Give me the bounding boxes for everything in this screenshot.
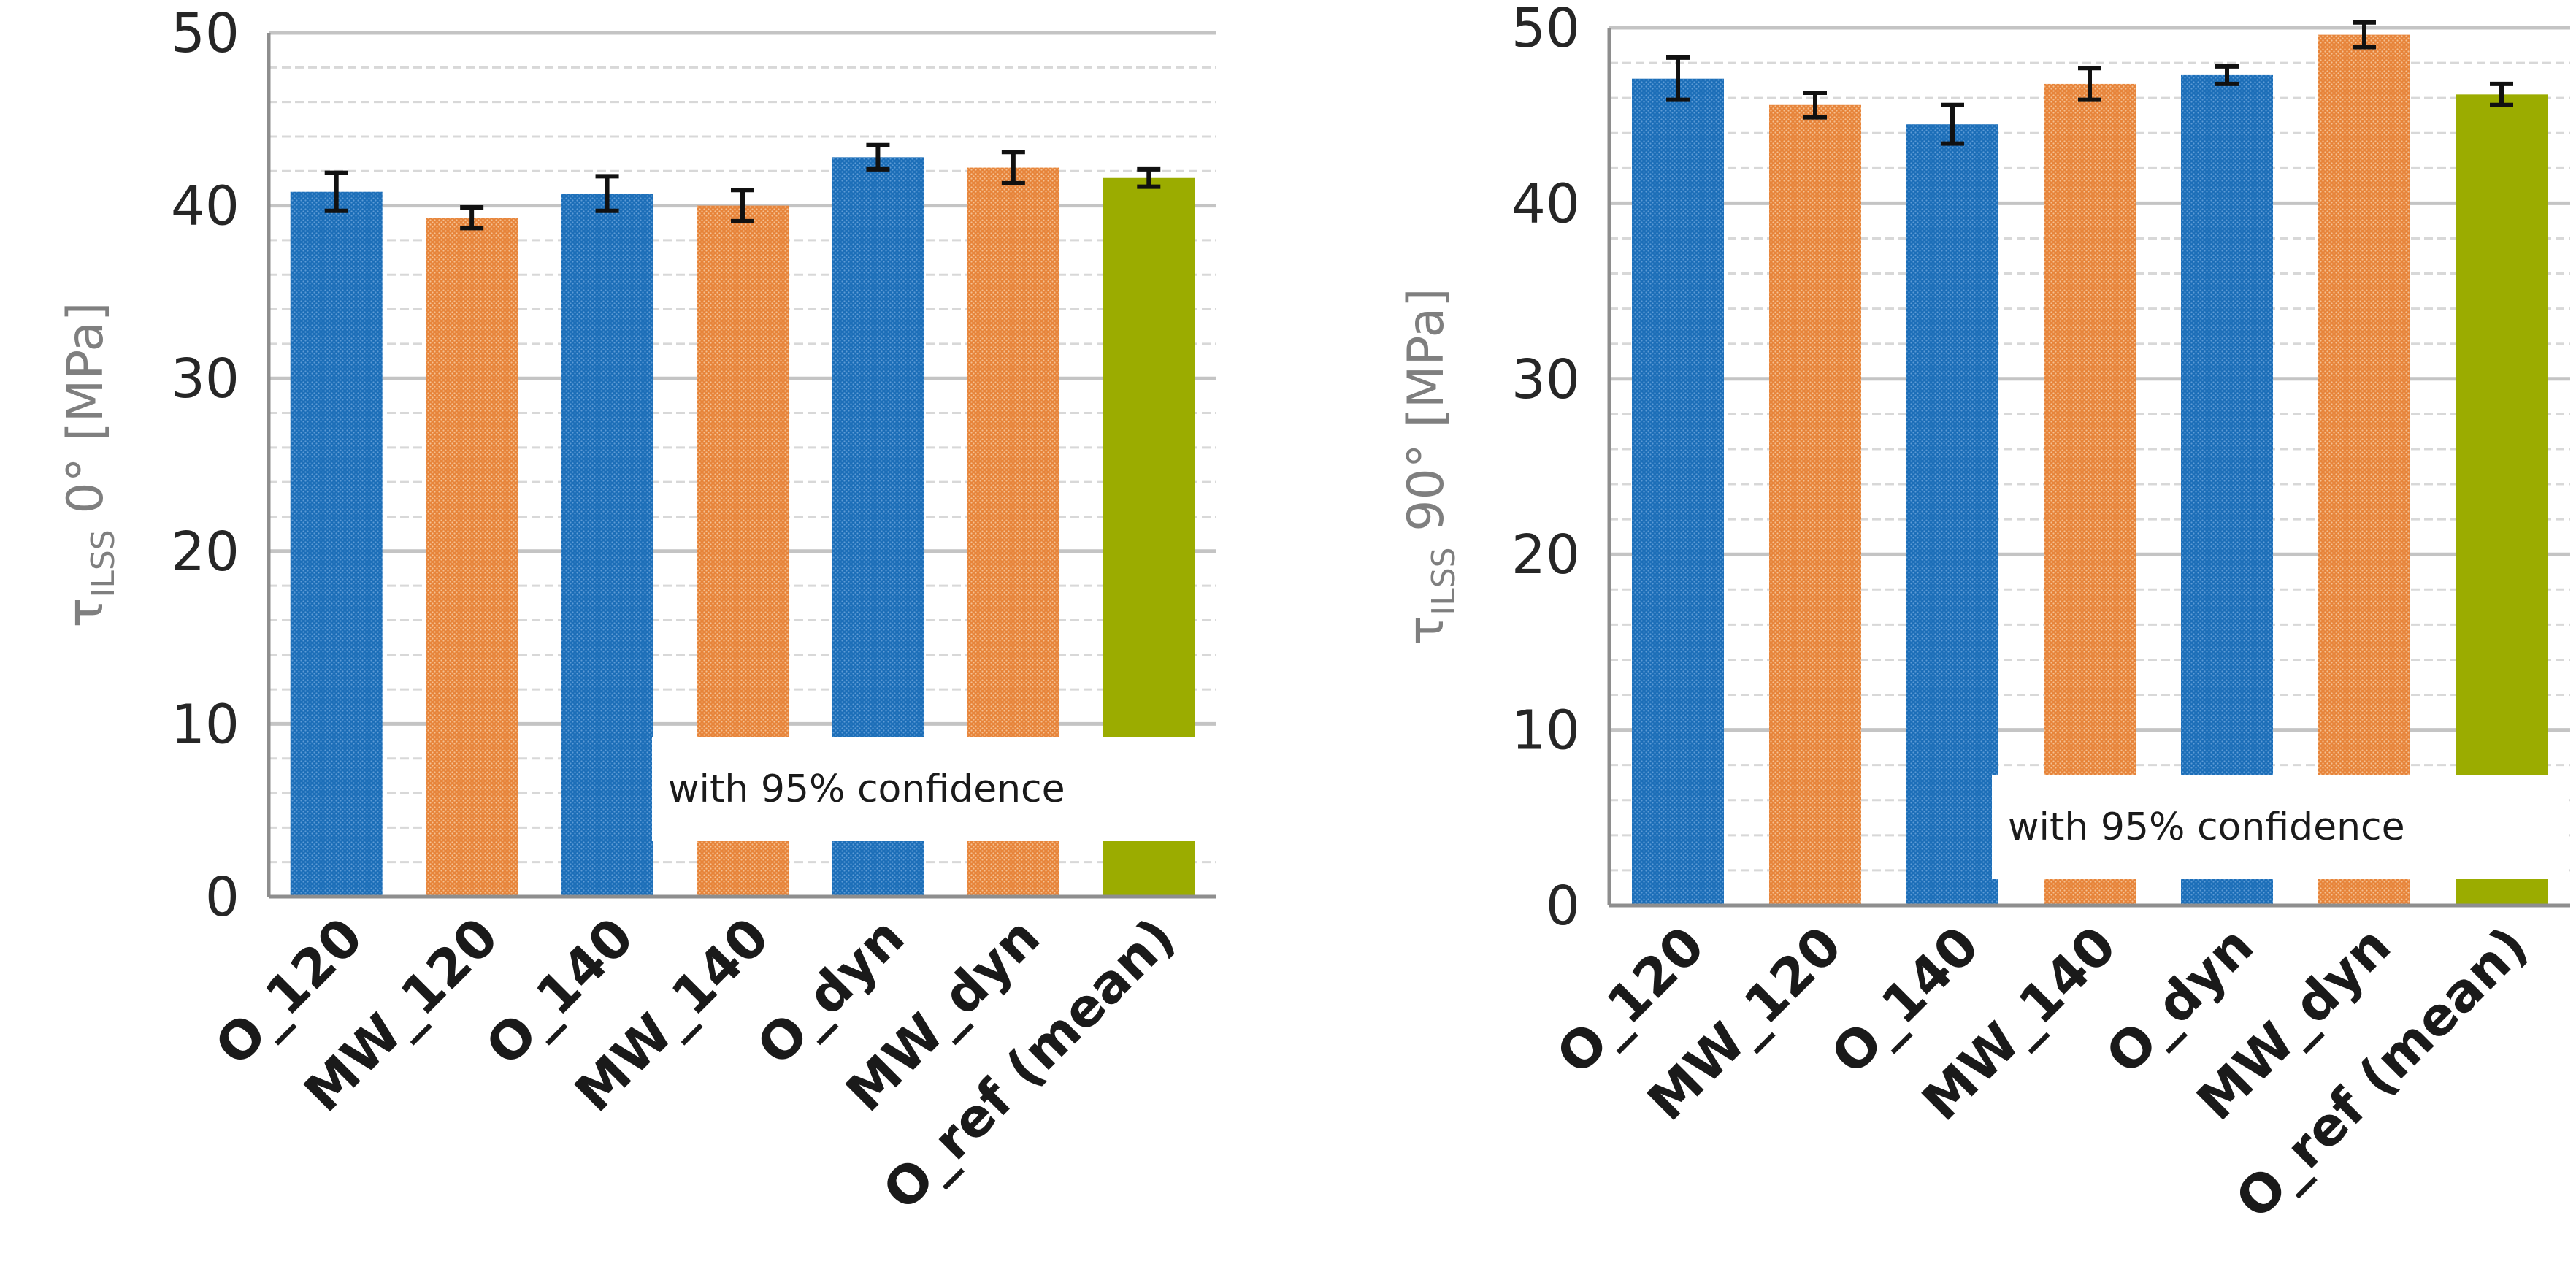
- error-bar: [1001, 150, 1025, 185]
- chart-0-y-ticks: 0 10 20 30 40 50: [171, 2, 239, 929]
- y-tick-label: 40: [171, 175, 239, 238]
- error-bar: [1803, 90, 1827, 120]
- error-bar: [866, 142, 890, 172]
- y-tick-label: 20: [1511, 524, 1580, 586]
- error-bar: [460, 204, 484, 231]
- error-bar: [1666, 55, 1690, 102]
- bar-o-120: [290, 191, 383, 897]
- y-tick-label: 0: [1546, 875, 1580, 938]
- error-bar: [731, 188, 754, 223]
- bar-mw-140: [2044, 83, 2136, 906]
- chart-0-annotation: with 95% confidence: [668, 767, 1065, 811]
- bar-o-ref-mean-: [2456, 94, 2548, 905]
- y-tick-label: 10: [171, 693, 239, 756]
- chart-0-ylabel-rest: 0° [MPa]: [57, 302, 115, 529]
- bar-o-dyn: [2181, 74, 2273, 906]
- chart-0-annotation-box: with 95% confidence: [652, 737, 1222, 841]
- error-bar: [2215, 64, 2239, 86]
- error-bar: [2078, 66, 2101, 102]
- chart-1-y-ticks: 0 10 20 30 40 50: [1511, 0, 1580, 938]
- chart-1-ylabel-subscript: ILSS: [1425, 547, 1463, 615]
- chart-0-y-axis-label: τILSS 0° [MPa]: [57, 302, 122, 627]
- y-tick-label: 50: [171, 2, 239, 65]
- error-bar: [1941, 102, 1964, 146]
- chart-0: with 95% confidence 0 10 20 30 40 50 O_120MW_…: [57, 2, 1222, 1222]
- chart-1-ylabel-rest: 90° [MPa]: [1398, 288, 1455, 547]
- chart-1: with 95% confidence 0 10 20 30 40 50 O_120MW_…: [1398, 0, 2570, 1230]
- bar-o-140: [1906, 124, 1998, 906]
- error-bar: [595, 174, 619, 213]
- y-tick-label: 50: [1511, 0, 1580, 60]
- error-bar: [2490, 81, 2513, 107]
- chart-0-ylabel-subscript: ILSS: [85, 529, 122, 597]
- bar-mw-120: [426, 218, 518, 897]
- chart-0-axes: [267, 33, 1216, 899]
- y-tick-label: 0: [205, 866, 239, 929]
- error-bar: [1137, 166, 1161, 189]
- chart-1-annotation-box: with 95% confidence: [1992, 775, 2566, 879]
- chart-1-error-bars: [1666, 20, 2513, 146]
- y-tick-label: 30: [171, 348, 239, 410]
- chart-1-y-axis-label: τILSS 90° [MPa]: [1398, 288, 1463, 645]
- y-tick-label: 30: [1511, 348, 1580, 411]
- chart-0-error-bars: [324, 142, 1161, 231]
- bar-o-140: [561, 194, 653, 897]
- chart-0-ylabel-symbol: τ: [57, 598, 115, 628]
- chart-1-bars: [1632, 34, 2548, 906]
- chart-1-ylabel-symbol: τ: [1398, 616, 1455, 645]
- bar-mw-dyn: [2318, 34, 2410, 906]
- bar-o-120: [1632, 78, 1724, 905]
- y-tick-label: 10: [1511, 700, 1580, 762]
- chart-1-annotation: with 95% confidence: [2008, 805, 2405, 849]
- y-tick-label: 40: [1511, 172, 1580, 235]
- error-bar: [2353, 20, 2376, 50]
- bar-mw-120: [1769, 104, 1861, 905]
- chart-1-axes: [1607, 28, 2570, 908]
- y-tick-label: 20: [171, 521, 239, 583]
- error-bar: [324, 170, 348, 213]
